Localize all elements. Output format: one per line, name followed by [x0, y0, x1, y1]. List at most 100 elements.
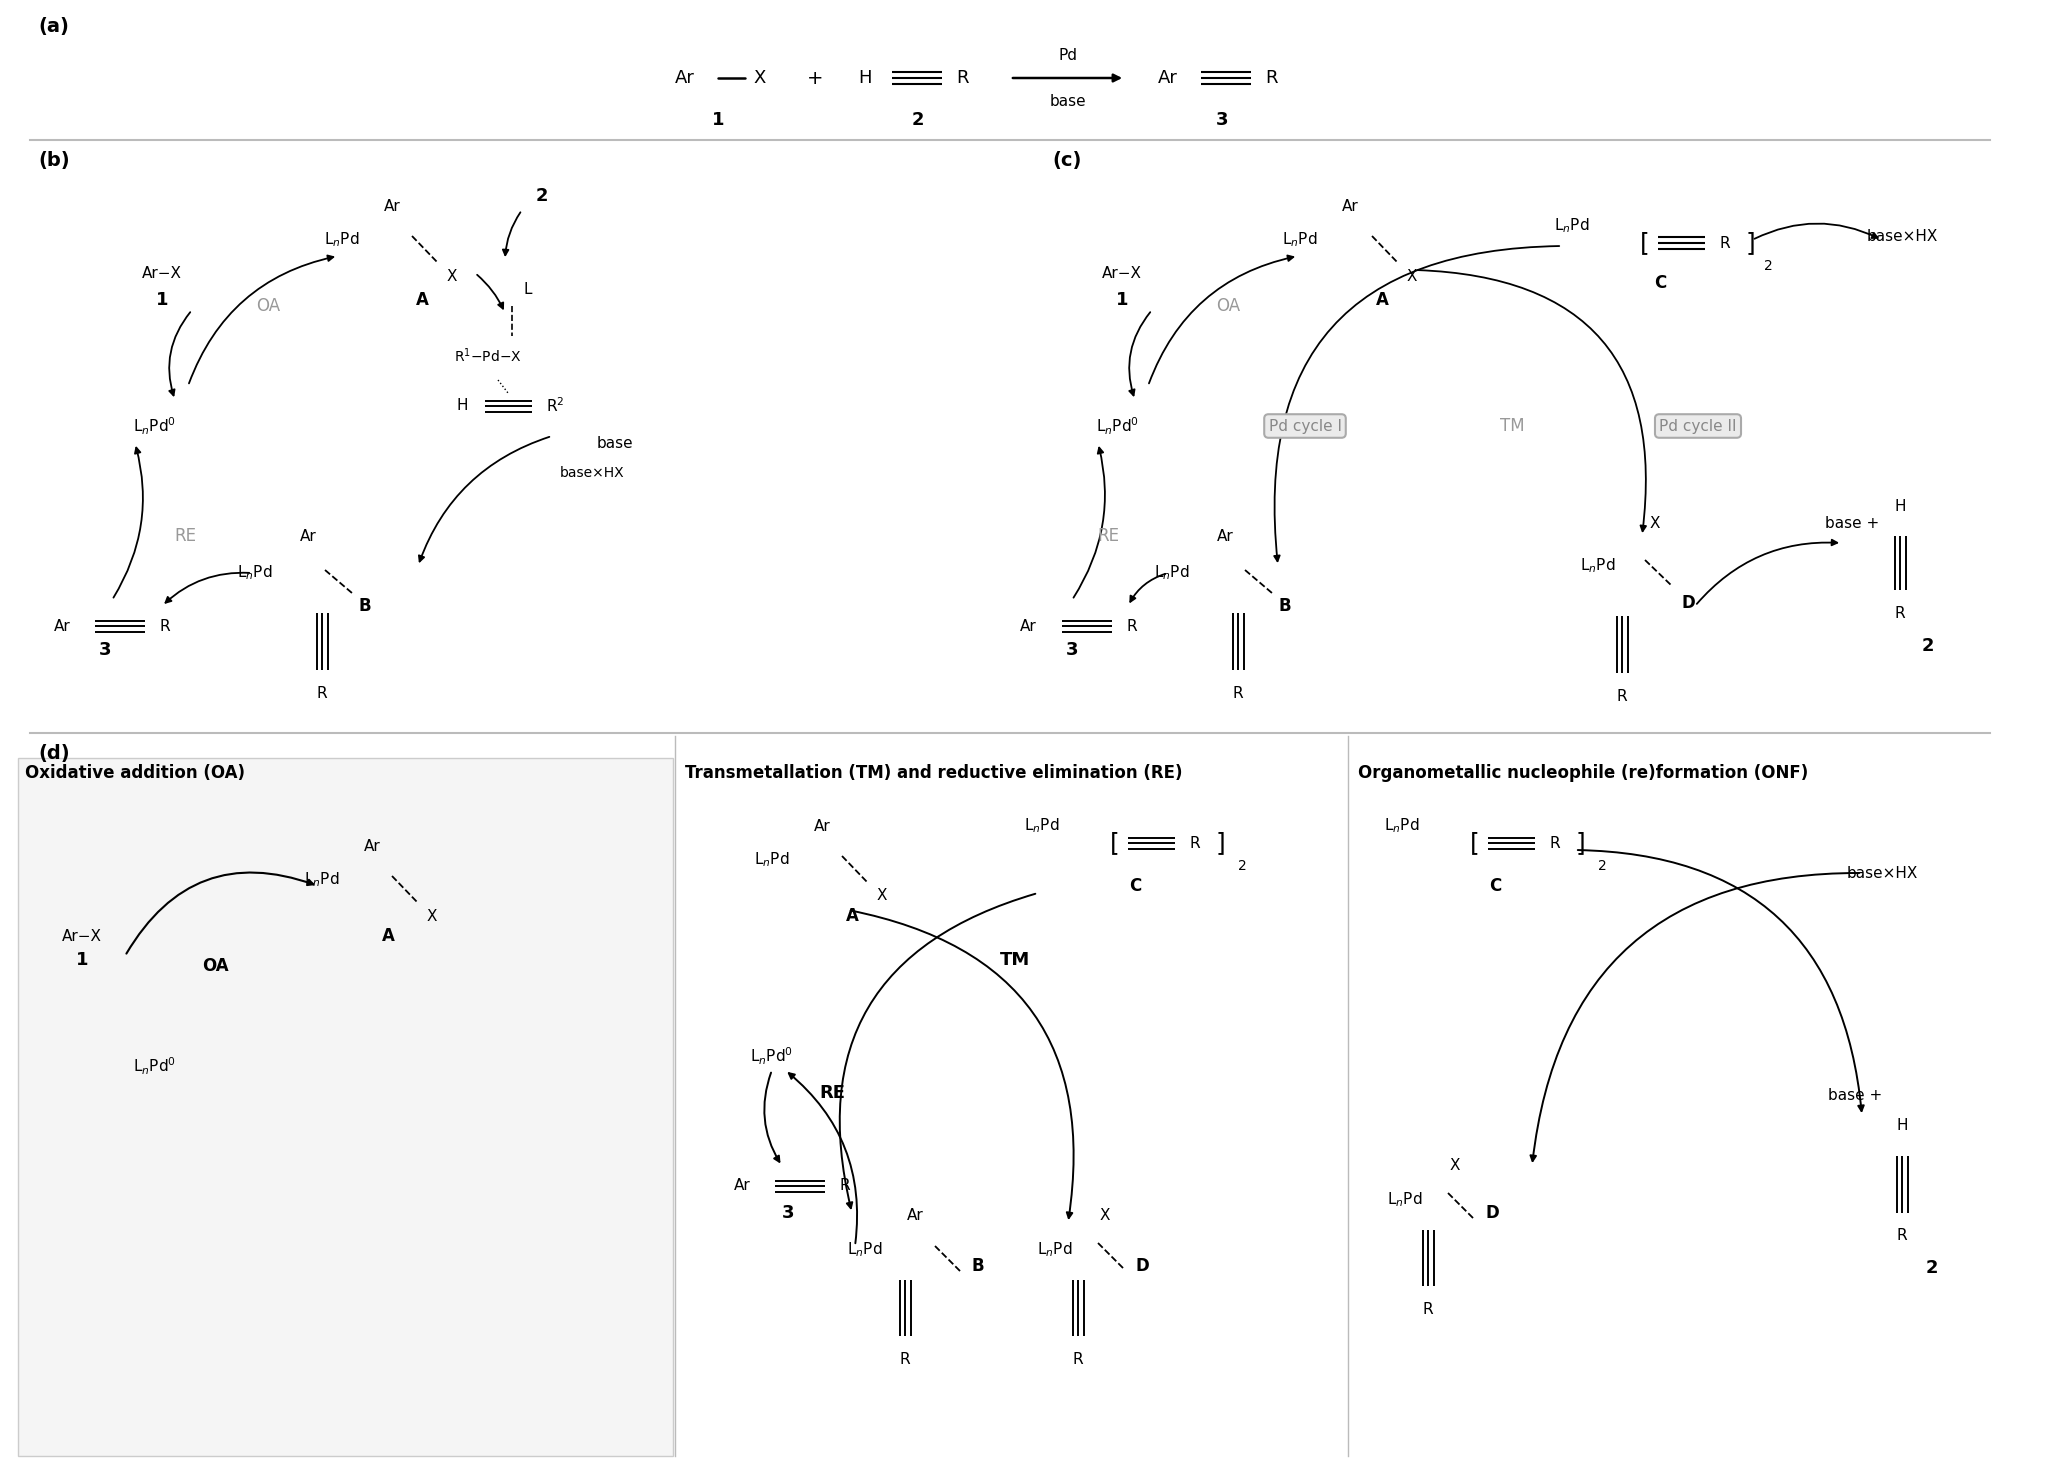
Text: 2: 2 [1765, 259, 1773, 273]
Text: (c): (c) [1052, 151, 1081, 170]
Text: L$_n$Pd: L$_n$Pd [1281, 231, 1318, 250]
Text: R$^1$−Pd−X: R$^1$−Pd−X [454, 347, 522, 365]
Text: R: R [1189, 835, 1200, 850]
Text: 1: 1 [156, 291, 168, 309]
Text: R: R [1550, 835, 1560, 850]
Text: R: R [839, 1178, 850, 1194]
Text: D: D [1681, 594, 1695, 612]
Text: Ar: Ar [383, 198, 401, 213]
Text: R: R [1265, 69, 1277, 87]
Text: L$_n$Pd: L$_n$Pd [753, 851, 790, 869]
Text: Pd: Pd [1058, 47, 1077, 62]
Text: Ar: Ar [676, 69, 694, 87]
Text: L$_n$Pd$^0$: L$_n$Pd$^0$ [133, 1055, 176, 1076]
Text: L$_n$Pd$^0$: L$_n$Pd$^0$ [133, 415, 176, 436]
Text: Ar: Ar [299, 529, 317, 544]
Text: OA: OA [1216, 297, 1240, 315]
Text: ]: ] [1574, 831, 1584, 854]
Text: TM: TM [1500, 417, 1525, 435]
Text: R: R [901, 1352, 911, 1367]
Text: base×HX: base×HX [1867, 229, 1939, 244]
Text: [: [ [1109, 831, 1120, 854]
Text: L$_n$Pd$^0$: L$_n$Pd$^0$ [751, 1045, 794, 1067]
Text: base: base [596, 436, 633, 451]
Text: L$_n$Pd: L$_n$Pd [1024, 817, 1060, 835]
Text: R: R [1232, 686, 1243, 701]
Text: OA: OA [256, 297, 280, 315]
Text: R: R [1898, 1228, 1908, 1243]
Text: Ar−X: Ar−X [61, 928, 102, 943]
Text: Oxidative addition (OA): Oxidative addition (OA) [25, 764, 246, 782]
Text: ]: ] [1746, 231, 1754, 256]
Text: Ar−X: Ar−X [141, 266, 182, 281]
Text: OA: OA [203, 956, 229, 975]
Text: C: C [1488, 876, 1500, 896]
Text: A: A [845, 907, 858, 925]
Text: 3: 3 [1216, 111, 1228, 129]
Text: A: A [1376, 291, 1388, 309]
Text: R: R [317, 686, 328, 701]
Text: L: L [524, 282, 532, 297]
Text: base: base [1050, 93, 1087, 108]
Text: D: D [1486, 1205, 1498, 1222]
Text: R: R [1896, 606, 1906, 621]
Text: Ar: Ar [907, 1209, 923, 1224]
Text: R: R [1719, 235, 1730, 250]
Text: R: R [160, 618, 170, 634]
Text: L$_n$Pd: L$_n$Pd [305, 871, 340, 890]
Text: R: R [1126, 618, 1138, 634]
Text: Ar: Ar [1019, 618, 1036, 634]
Text: [: [ [1470, 831, 1480, 854]
Text: [: [ [1640, 231, 1650, 256]
Text: R: R [1073, 1352, 1083, 1367]
Text: base×HX: base×HX [1846, 866, 1918, 881]
Text: X: X [1449, 1159, 1460, 1174]
Text: R: R [956, 69, 968, 87]
Text: Organometallic nucleophile (re)formation (ONF): Organometallic nucleophile (re)formation… [1357, 764, 1808, 782]
Text: L$_n$Pd: L$_n$Pd [1038, 1240, 1073, 1259]
Text: L$_n$Pd: L$_n$Pd [1554, 217, 1591, 235]
Text: B: B [972, 1256, 985, 1276]
Text: (b): (b) [39, 151, 70, 170]
Text: X: X [1406, 269, 1417, 284]
Text: 2: 2 [1597, 859, 1607, 873]
Text: RE: RE [174, 528, 197, 545]
Text: 1: 1 [76, 950, 88, 970]
Text: 1: 1 [1116, 291, 1128, 309]
Text: RE: RE [819, 1083, 845, 1103]
Text: Ar: Ar [1159, 69, 1177, 87]
Text: ]: ] [1216, 831, 1224, 854]
Text: L$_n$Pd: L$_n$Pd [847, 1240, 882, 1259]
Text: base +: base + [1824, 516, 1879, 531]
Text: Ar: Ar [1216, 529, 1234, 544]
Text: 2: 2 [1926, 1259, 1939, 1277]
Text: L$_n$Pd: L$_n$Pd [1155, 563, 1189, 582]
Text: L$_n$Pd$^0$: L$_n$Pd$^0$ [1097, 415, 1140, 436]
Text: R: R [1617, 689, 1627, 704]
Text: 1: 1 [712, 111, 725, 129]
Text: X: X [1099, 1209, 1109, 1224]
Text: Transmetallation (TM) and reductive elimination (RE): Transmetallation (TM) and reductive elim… [686, 764, 1183, 782]
Text: X: X [426, 909, 438, 924]
Text: 2: 2 [536, 188, 549, 205]
Text: Ar: Ar [364, 838, 381, 853]
Text: B: B [358, 597, 371, 615]
Text: D: D [1136, 1256, 1148, 1276]
Text: A: A [381, 927, 395, 944]
Text: Ar: Ar [813, 819, 831, 834]
Text: L$_n$Pd: L$_n$Pd [1384, 817, 1421, 835]
Text: RE: RE [1097, 528, 1120, 545]
Text: R$^2$: R$^2$ [547, 396, 565, 415]
FancyBboxPatch shape [18, 758, 673, 1456]
Text: X: X [876, 888, 886, 903]
Text: (d): (d) [39, 743, 70, 763]
Text: A: A [416, 291, 428, 309]
Text: base +: base + [1828, 1088, 1881, 1104]
Text: L$_n$Pd: L$_n$Pd [237, 563, 272, 582]
Text: L$_n$Pd: L$_n$Pd [323, 231, 360, 250]
Text: 2: 2 [1238, 859, 1247, 873]
Text: 3: 3 [1066, 641, 1079, 659]
Text: L$_n$Pd: L$_n$Pd [1388, 1191, 1423, 1209]
Text: (a): (a) [39, 16, 70, 35]
Text: C: C [1128, 876, 1140, 896]
